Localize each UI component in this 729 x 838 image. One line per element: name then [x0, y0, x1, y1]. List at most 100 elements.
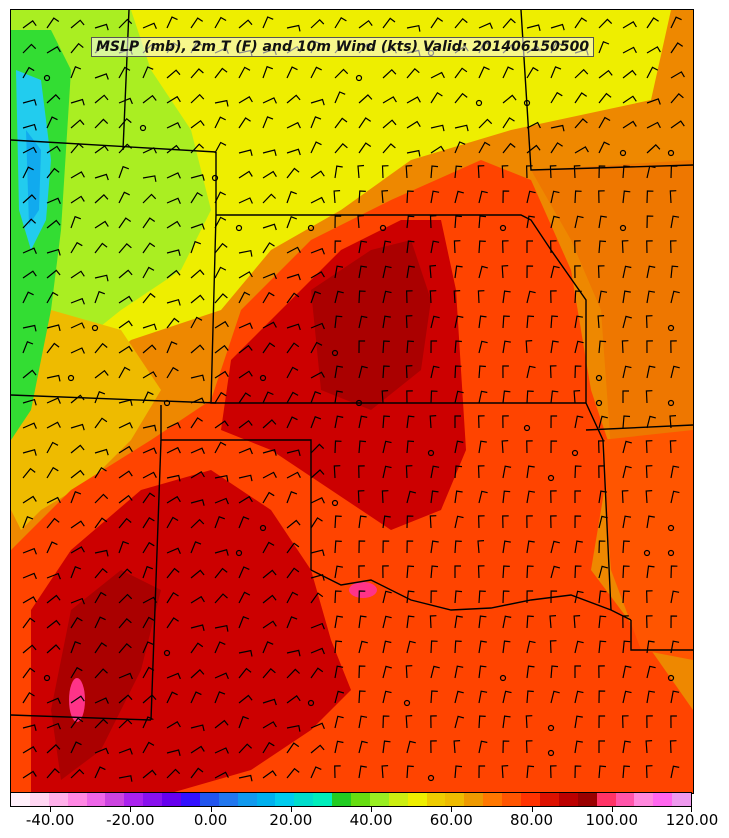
wind-barb	[70, 666, 83, 679]
calm-wind-marker	[403, 699, 411, 707]
wind-barb	[621, 340, 629, 354]
wind-barb	[238, 495, 253, 504]
wind-barb	[70, 142, 84, 154]
colorbar-tick	[130, 807, 132, 812]
calm-wind-marker	[235, 224, 243, 232]
wind-barb	[286, 94, 301, 104]
wind-barb	[22, 166, 34, 179]
wind-barb	[454, 165, 463, 179]
colorbar-segment	[483, 793, 503, 806]
wind-barb	[453, 290, 461, 304]
calm-wind-marker	[667, 399, 675, 407]
wind-barb	[550, 124, 565, 132]
wind-barb	[477, 565, 485, 579]
wind-barb	[646, 690, 656, 704]
wind-barb	[94, 118, 109, 129]
wind-barb	[262, 65, 274, 79]
wind-barb	[502, 615, 512, 629]
wind-barb	[262, 149, 277, 156]
wind-barb	[166, 366, 179, 379]
wind-barb	[646, 46, 661, 54]
wind-barb	[46, 324, 61, 332]
wind-barb	[454, 265, 463, 279]
wind-barb	[429, 515, 437, 529]
wind-barb	[405, 715, 413, 729]
wind-barb	[22, 398, 37, 406]
wind-barb	[670, 615, 678, 629]
wind-barb	[646, 17, 659, 29]
colorbar-segment	[407, 793, 427, 806]
wind-barb	[622, 440, 632, 454]
wind-barb	[382, 68, 397, 79]
wind-barb	[334, 165, 343, 179]
temperature-hotspot-west	[69, 678, 85, 722]
wind-barb	[310, 322, 325, 330]
wind-barb	[214, 67, 228, 79]
colorbar-tick-labels: -40.00 -20.00 0.00 20.00 40.00 60.00 80.00 100.…	[0, 811, 729, 831]
wind-barb	[622, 69, 637, 79]
wind-barb	[502, 66, 514, 79]
wind-barb	[262, 391, 274, 404]
wind-barb	[190, 470, 205, 479]
wind-barb	[382, 590, 392, 604]
wind-barb	[478, 665, 487, 679]
wind-barb	[574, 565, 582, 579]
wind-barb	[381, 490, 389, 504]
wind-barb	[286, 668, 301, 679]
wind-barb	[333, 465, 341, 479]
wind-barb	[574, 740, 583, 754]
wind-barb	[525, 340, 533, 354]
wind-barb	[310, 66, 322, 79]
calm-wind-marker	[91, 324, 99, 332]
calm-wind-marker	[379, 224, 387, 232]
wind-barb	[94, 567, 108, 579]
wind-barb	[286, 742, 300, 754]
wind-barb	[573, 615, 581, 629]
wind-barb	[382, 440, 392, 454]
wind-barb	[310, 141, 322, 154]
wind-barb	[310, 667, 324, 679]
wind-barb	[70, 270, 85, 279]
wind-barb	[214, 216, 227, 229]
wind-barb	[574, 490, 581, 503]
wind-barb	[454, 615, 463, 629]
wind-barb	[670, 71, 685, 79]
calm-wind-marker	[67, 374, 75, 382]
wind-barb	[334, 715, 344, 729]
wind-barb	[598, 740, 605, 753]
wind-barb	[70, 241, 83, 254]
wind-barb	[382, 615, 392, 629]
wind-barb	[310, 592, 324, 604]
wind-barb	[598, 290, 608, 304]
wind-barb	[454, 141, 466, 154]
wind-barb	[550, 440, 558, 454]
wind-barb	[310, 647, 325, 655]
wind-barb	[430, 465, 440, 479]
colorbar-tick	[611, 807, 613, 812]
temperature-hotspot-center	[349, 582, 377, 598]
wind-barb	[334, 440, 342, 454]
wind-barb	[310, 443, 325, 454]
wind-barb	[550, 290, 557, 304]
wind-barb	[94, 718, 109, 729]
wind-barb	[430, 390, 438, 404]
wind-barb	[214, 691, 226, 704]
colorbar-ticks	[10, 807, 692, 813]
wind-barb	[94, 493, 109, 504]
wind-barb	[46, 291, 59, 304]
wind-barb	[70, 520, 85, 529]
wind-barb	[142, 147, 157, 154]
wind-barb	[190, 595, 205, 604]
wind-barb	[142, 94, 157, 104]
wind-barb	[598, 141, 610, 154]
wind-barb	[502, 715, 511, 729]
wind-barb	[286, 190, 297, 204]
wind-barb	[46, 197, 61, 205]
wind-barb	[190, 691, 202, 704]
wind-barb	[262, 291, 275, 304]
wind-barb	[622, 46, 637, 54]
wind-barb	[166, 298, 181, 306]
calm-wind-marker	[139, 124, 147, 132]
wind-barb	[214, 141, 227, 154]
wind-barb	[262, 449, 277, 456]
